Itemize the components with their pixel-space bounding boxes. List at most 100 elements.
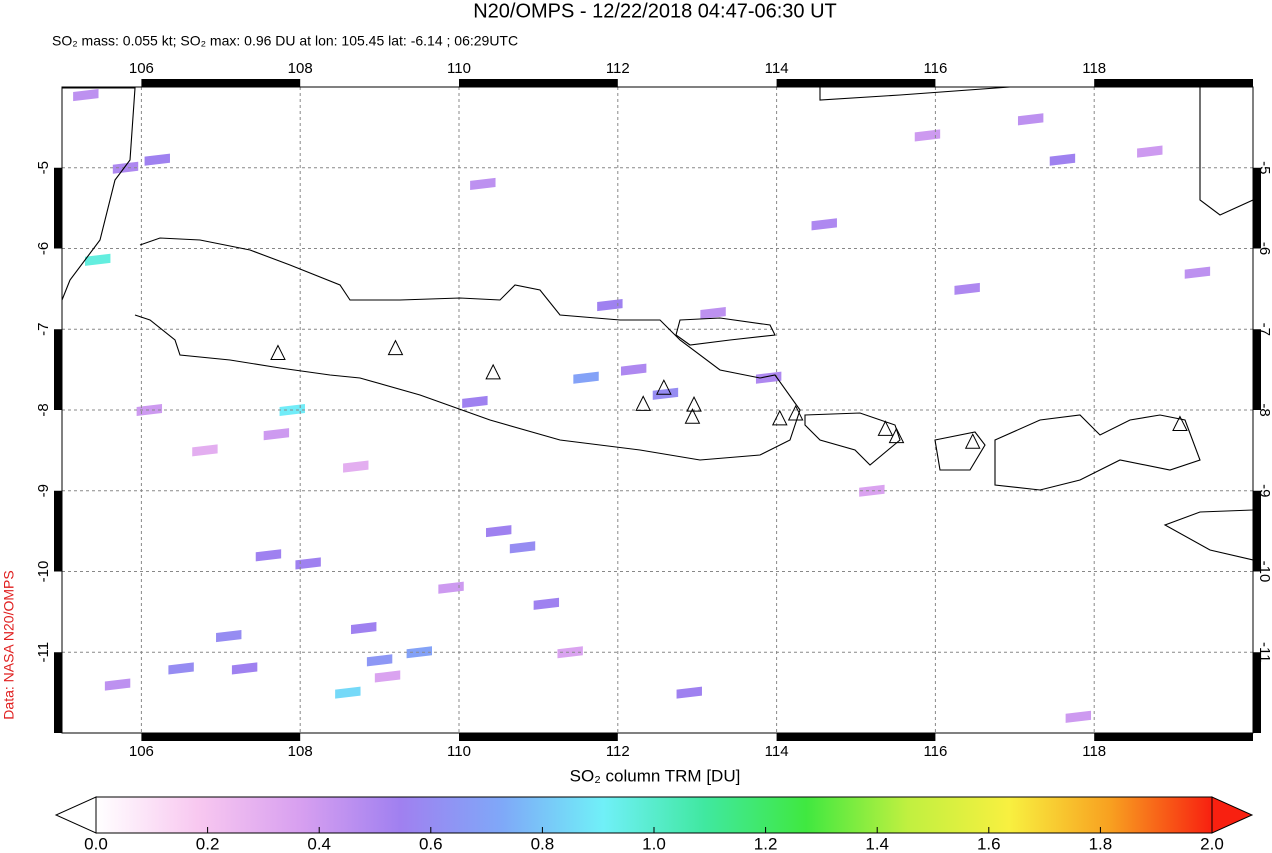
x-tick-label: 116 bbox=[923, 743, 947, 760]
so2-pixel bbox=[533, 597, 560, 610]
volcano bbox=[888, 427, 905, 444]
colorbar-tick-label: 1.6 bbox=[977, 834, 1001, 853]
colorbar-tick-label: 0.0 bbox=[84, 834, 108, 853]
so2-pixel bbox=[470, 177, 496, 190]
so2-pixel bbox=[144, 153, 170, 166]
frame-bars bbox=[54, 79, 1261, 741]
x-tick-label: 112 bbox=[606, 60, 630, 77]
frame-bar bbox=[776, 79, 936, 87]
so2-pixel bbox=[343, 460, 369, 473]
y-tick-label: -10 bbox=[35, 561, 52, 583]
so2-pixels bbox=[73, 89, 1211, 723]
volcano bbox=[270, 344, 286, 360]
colorbar-tick-label: 2.0 bbox=[1200, 834, 1224, 853]
colorbar-ticks: 0.0 0.2 0.4 0.6 0.8 1.0 1.2 1.4 1.6 1.8 2.0 bbox=[84, 827, 1224, 853]
so2-pixel bbox=[1137, 145, 1163, 158]
x-tick-label: 110 bbox=[447, 743, 471, 760]
volcano bbox=[771, 409, 788, 426]
so2-pixel bbox=[914, 129, 941, 142]
so2-pixel bbox=[954, 282, 980, 295]
coastline bbox=[675, 317, 776, 346]
y-tick-label: -9 bbox=[1256, 484, 1272, 497]
so2-pixel bbox=[811, 218, 837, 231]
so2-pixel bbox=[406, 646, 433, 659]
so2-pixel bbox=[557, 646, 583, 659]
frame-bar bbox=[141, 733, 301, 741]
so2-pixel bbox=[1017, 113, 1044, 126]
volcano bbox=[787, 404, 804, 421]
volcano bbox=[686, 396, 702, 412]
colorbar-tick-label: 0.8 bbox=[531, 834, 555, 853]
colorbar-tick-label: 1.8 bbox=[1089, 834, 1113, 853]
coastline bbox=[134, 237, 801, 461]
so2-pixel bbox=[859, 484, 885, 497]
volcano bbox=[387, 339, 404, 356]
colorbar-tick-label: 1.0 bbox=[642, 834, 666, 853]
so2-pixel bbox=[597, 298, 623, 312]
y-tick-label: -10 bbox=[1256, 561, 1272, 583]
x-tick-label: 118 bbox=[1082, 60, 1106, 77]
coastline bbox=[994, 414, 1201, 491]
so2-pixel bbox=[73, 89, 99, 102]
so2-pixel bbox=[104, 678, 131, 691]
y-tick-label: -11 bbox=[35, 642, 52, 663]
frame-bar bbox=[54, 652, 62, 733]
colorbar-tick-label: 1.4 bbox=[865, 834, 889, 853]
volcano bbox=[1172, 415, 1188, 432]
so2-pixel bbox=[374, 670, 401, 683]
volcano bbox=[485, 363, 501, 380]
colorbar-tick-label: 0.4 bbox=[307, 834, 331, 853]
y-tick-label: -7 bbox=[35, 323, 52, 336]
x-tick-label: 118 bbox=[1082, 743, 1106, 760]
so2-pixel bbox=[112, 161, 139, 174]
colorbar-tick-label: 0.2 bbox=[196, 834, 220, 853]
coastline bbox=[1199, 87, 1253, 216]
so2-pixel bbox=[216, 630, 242, 643]
x-tick-label: 106 bbox=[129, 743, 154, 760]
axis-labels: 106 106 108 108 110 110 112 112 114 114 116 116 118 1… bbox=[35, 60, 1272, 760]
subtitle: SO₂ mass: 0.055 kt; SO₂ max: 0.96 DU at … bbox=[52, 33, 518, 49]
so2-pixel bbox=[168, 662, 194, 675]
coastline bbox=[62, 87, 136, 301]
so2-pixel bbox=[351, 621, 377, 635]
frame-bar bbox=[1253, 490, 1261, 572]
volcano bbox=[635, 395, 652, 411]
frame-bar bbox=[1253, 329, 1261, 410]
y-tick-label: -5 bbox=[1256, 161, 1272, 174]
frame-bar bbox=[1094, 79, 1253, 87]
so2-pixel bbox=[462, 395, 488, 408]
so2-pixel bbox=[700, 307, 726, 320]
colorbar-under bbox=[54, 796, 97, 834]
frame-bar bbox=[1094, 733, 1253, 741]
frame-bar bbox=[1253, 652, 1261, 733]
frame-bar bbox=[776, 733, 936, 741]
y-tick-label: -8 bbox=[35, 403, 52, 416]
volcanoes bbox=[270, 339, 1188, 449]
so2-pixel bbox=[1049, 153, 1076, 166]
frame-bar bbox=[54, 329, 62, 410]
so2-pixel bbox=[295, 557, 321, 570]
so2-pixel bbox=[231, 662, 258, 675]
x-tick-label: 114 bbox=[765, 743, 789, 760]
colorbar-label: SO₂ column TRM [DU] bbox=[570, 766, 741, 785]
x-tick-label: 114 bbox=[765, 60, 789, 77]
y-tick-label: -8 bbox=[1256, 403, 1272, 416]
frame-bar bbox=[141, 79, 301, 87]
credit: Data: NASA N20/OMPS bbox=[1, 570, 17, 719]
so2-pixel bbox=[620, 363, 647, 376]
coastline bbox=[1163, 509, 1253, 561]
x-tick-label: 108 bbox=[288, 743, 313, 760]
frame-bar bbox=[1253, 167, 1261, 249]
coastlines bbox=[62, 87, 1253, 561]
coastline bbox=[934, 431, 986, 471]
frame-bar bbox=[459, 733, 618, 741]
so2-pixel bbox=[255, 549, 282, 562]
x-tick-label: 106 bbox=[129, 60, 154, 77]
so2-pixel bbox=[1184, 266, 1211, 279]
frame-bar bbox=[54, 490, 62, 572]
so2-pixel bbox=[136, 403, 163, 417]
so2-pixel bbox=[263, 428, 290, 441]
y-tick-label: -11 bbox=[1256, 642, 1272, 663]
so2-pixel bbox=[509, 541, 536, 554]
so2-pixel bbox=[573, 371, 599, 384]
